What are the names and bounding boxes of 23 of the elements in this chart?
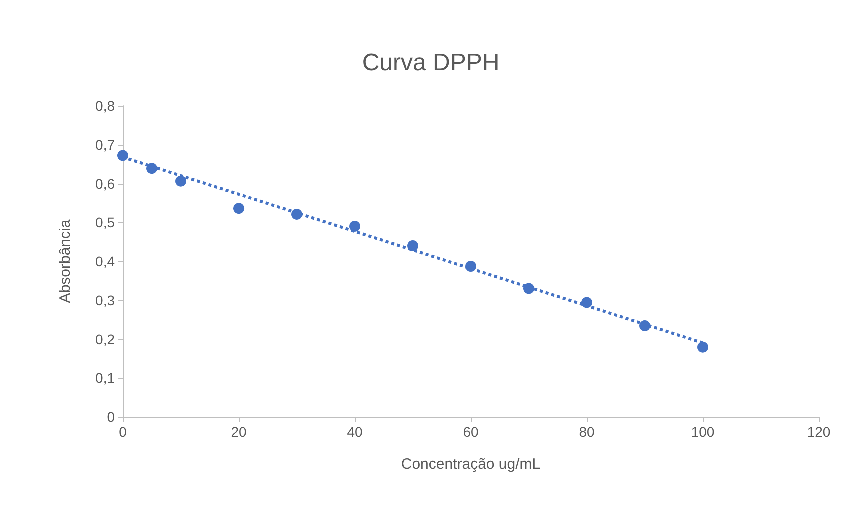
y-tick-label: 0,2 xyxy=(96,331,116,348)
x-tick-label: 100 xyxy=(691,424,715,440)
y-tick-label: 0,5 xyxy=(96,214,116,231)
y-tick-label: 0 xyxy=(107,409,116,425)
x-axis-title: Concentração ug/mL xyxy=(401,456,541,473)
y-tick-label: 0,3 xyxy=(96,292,116,308)
point xyxy=(234,203,244,214)
x-tick-label: 40 xyxy=(347,424,363,440)
x-tick-label: 120 xyxy=(807,424,831,440)
y-tick-label: 0,8 xyxy=(96,98,116,114)
x-tick-label: 0 xyxy=(119,424,128,440)
y-axis-title: Absorbância xyxy=(57,219,74,304)
point xyxy=(698,342,708,353)
y-tick-label: 0,4 xyxy=(96,254,116,270)
point xyxy=(176,176,186,187)
chart-title: Curva DPPH xyxy=(362,50,500,76)
x-tick-label: 60 xyxy=(463,424,479,440)
x-tick-label: 20 xyxy=(231,424,247,440)
y-tick-label: 0,1 xyxy=(96,370,116,386)
x-tick-label: 80 xyxy=(579,424,595,440)
y-tick-label: 0,7 xyxy=(96,136,116,153)
point xyxy=(350,221,360,232)
y-tick-label: 0,6 xyxy=(96,176,116,192)
